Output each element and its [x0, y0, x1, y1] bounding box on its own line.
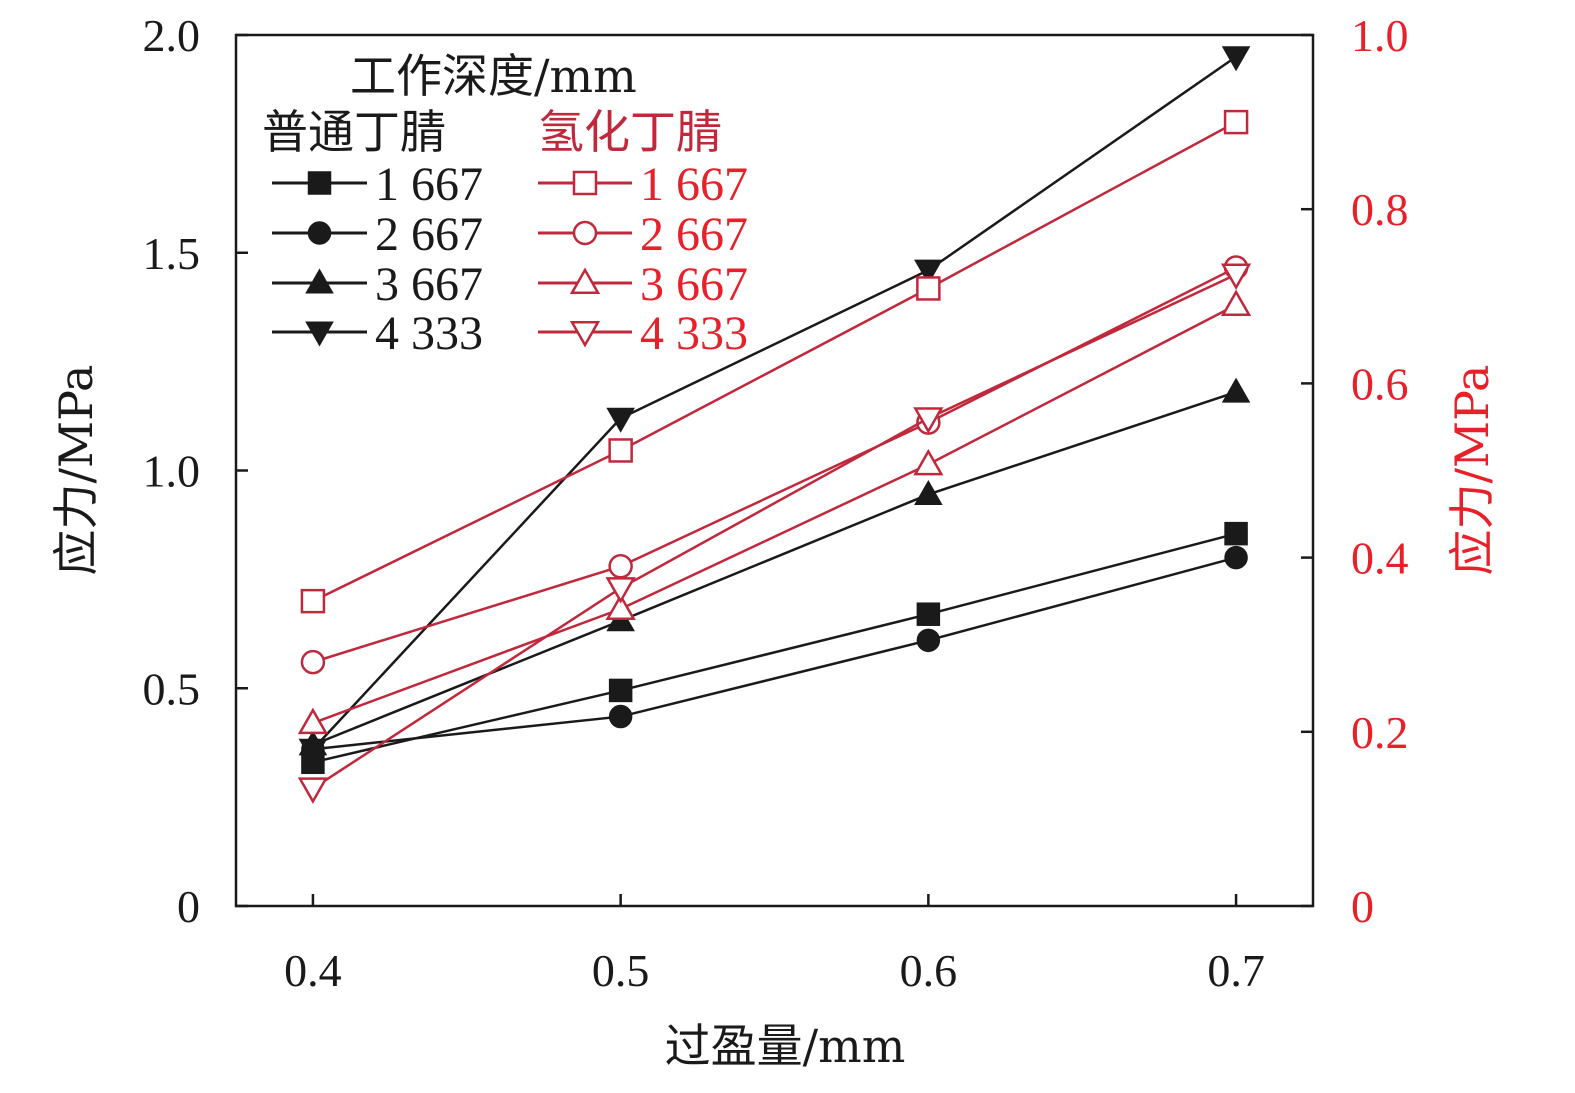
legend-group-left: 普通丁腈	[262, 105, 446, 159]
data-point	[608, 554, 633, 579]
legend-label: 2 667	[640, 208, 748, 261]
series-hnbr-4	[297, 263, 1252, 804]
data-point	[300, 649, 326, 675]
legend-marker	[572, 220, 598, 246]
legend-entry: 4 333	[272, 307, 483, 360]
legend-entry: 1 667	[538, 158, 748, 211]
data-point	[606, 407, 635, 433]
legend-marker	[305, 321, 334, 347]
y-right-tick-label: 0.8	[1351, 184, 1409, 235]
series-nbr-2	[301, 545, 1248, 761]
data-point	[1221, 46, 1251, 72]
data-point	[916, 602, 941, 626]
data-point	[1221, 377, 1251, 403]
data-point	[605, 577, 636, 604]
legend-group-right: 氢化丁腈	[538, 105, 722, 159]
y-left-tick-label: 0.5	[143, 663, 201, 714]
data-point	[916, 276, 941, 301]
x-tick-label: 0.5	[592, 945, 650, 996]
data-point	[1224, 545, 1248, 570]
ticks: 0.4 0.5 0.6 0.7 0 0.5 1.0 1.5 2.0 0 0.2 0.4 0.6 0.8 1.…	[143, 10, 1409, 996]
y-right-tick-label: 1.0	[1351, 10, 1409, 61]
data-point	[608, 704, 633, 729]
y-left-tick-label: 0	[177, 881, 200, 932]
legend-label: 4 333	[640, 307, 748, 360]
data-point	[1220, 263, 1252, 291]
data-point	[297, 777, 329, 804]
series-line	[312, 556, 1237, 751]
data-point	[608, 438, 633, 463]
data-point	[1224, 521, 1248, 546]
series-line	[312, 55, 1237, 751]
data-point	[300, 588, 326, 614]
legend-marker	[307, 171, 332, 195]
legend-entry: 3 667	[538, 258, 748, 311]
series-line	[312, 532, 1237, 764]
y-right-tick-label: 0	[1351, 881, 1374, 932]
x-tick-label: 0.6	[900, 945, 958, 996]
y-axis-title-left: 应力/MPa	[49, 365, 103, 576]
legend-entry: 2 667	[272, 208, 483, 261]
series-line	[312, 390, 1237, 747]
legend-label: 3 667	[375, 258, 483, 311]
legend-label: 1 667	[640, 158, 748, 211]
legend-marker	[572, 170, 598, 196]
x-axis-title: 过盈量/mm	[665, 1019, 906, 1073]
data-point	[1223, 109, 1249, 135]
legend-entry: 1 667	[272, 158, 483, 211]
series-line	[312, 121, 1237, 603]
legend-marker	[569, 267, 601, 294]
legend-entry: 3 667	[272, 258, 483, 311]
series-hnbr-3	[297, 289, 1252, 735]
series-nbr-4	[298, 46, 1251, 764]
series-hnbr-1	[300, 109, 1249, 614]
series-layer	[297, 46, 1252, 804]
y-left-tick-label: 1.0	[143, 446, 201, 497]
data-point	[1220, 289, 1252, 317]
legend-label: 3 667	[640, 258, 748, 311]
data-point	[297, 707, 329, 735]
data-point	[916, 628, 941, 653]
data-point	[605, 593, 636, 620]
data-point	[913, 448, 944, 476]
y-right-tick-label: 0.6	[1351, 358, 1409, 409]
data-point	[913, 407, 944, 434]
legend-label: 1 667	[375, 158, 483, 211]
y-right-tick-label: 0.4	[1351, 533, 1409, 584]
y-axis-title-right: 应力/MPa	[1445, 365, 1499, 576]
y-right-tick-label: 0.2	[1351, 707, 1409, 758]
data-point	[914, 259, 943, 285]
legend-entry: 4 333	[538, 307, 748, 360]
x-tick-label: 0.4	[284, 945, 342, 996]
legend-marker	[569, 321, 601, 348]
data-point	[914, 479, 943, 505]
legend-label: 4 333	[375, 307, 483, 360]
series-line	[312, 303, 1237, 725]
legend-marker	[307, 221, 332, 245]
y-left-tick-label: 2.0	[143, 10, 201, 61]
legend-entry: 2 667	[538, 208, 748, 261]
series-line	[312, 273, 1237, 790]
data-point	[298, 738, 328, 764]
legend-title: 工作深度/mm	[350, 49, 637, 103]
legend-label: 2 667	[375, 208, 483, 261]
legend-marker	[305, 268, 334, 294]
data-point	[608, 678, 633, 703]
x-tick-label: 0.7	[1207, 945, 1265, 996]
y-left-tick-label: 1.5	[143, 228, 201, 279]
